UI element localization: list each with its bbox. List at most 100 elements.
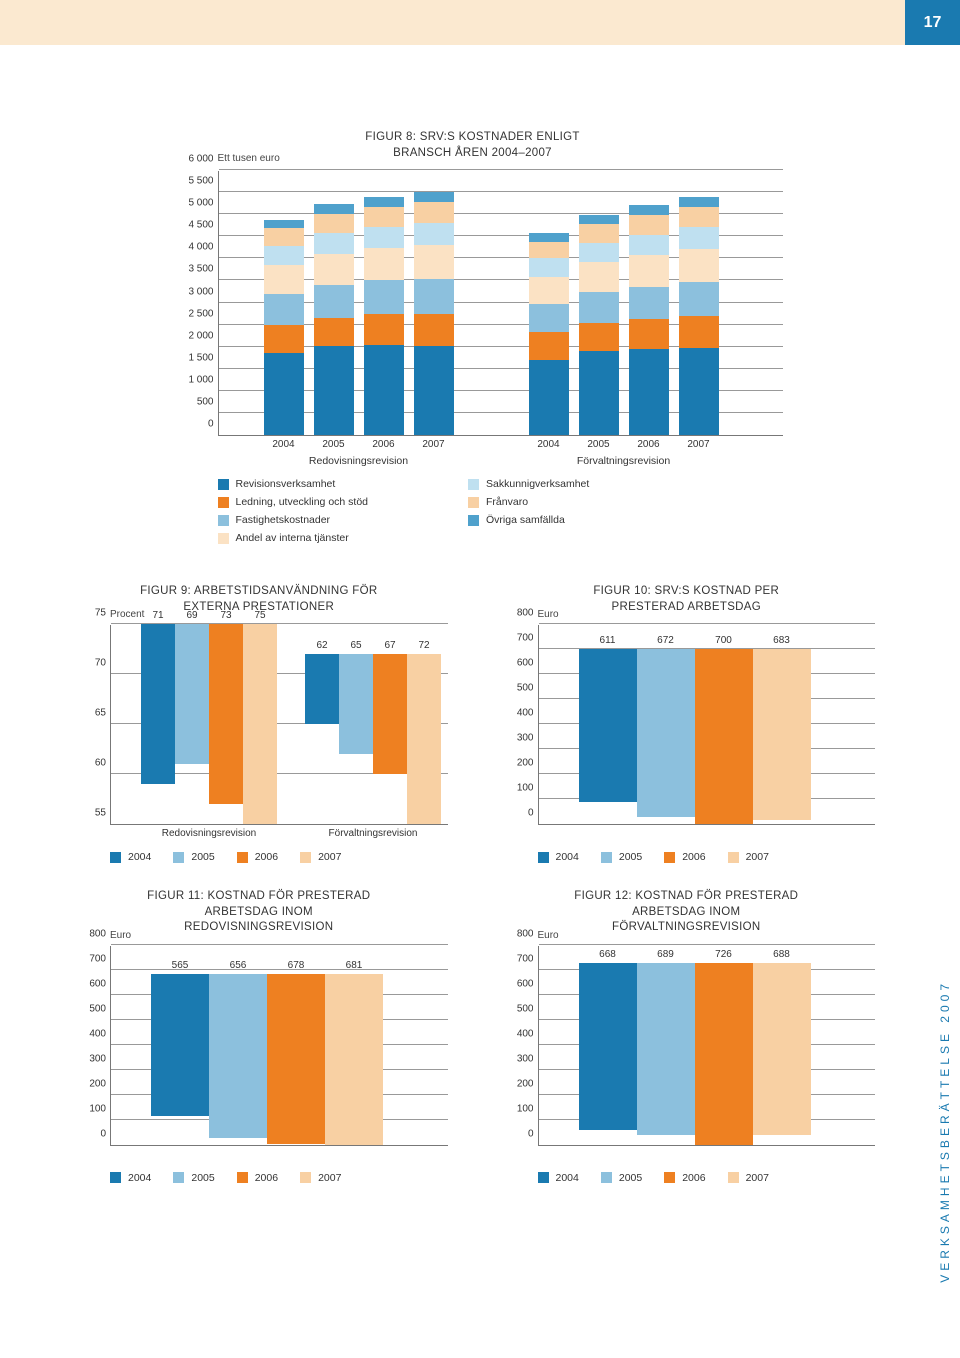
fig8-segment — [679, 197, 719, 207]
fig8-segment — [364, 314, 404, 345]
bar: 75 — [243, 624, 277, 824]
fig8-group: 2004200520062007Förvaltningsrevision — [529, 197, 719, 435]
legend-swatch — [538, 1172, 549, 1183]
fig8-segment — [629, 215, 669, 234]
legend-label: 2005 — [619, 851, 642, 863]
legend-label: 2006 — [255, 1172, 278, 1184]
legend-item: Frånvaro — [468, 496, 589, 508]
fig8-segment — [579, 243, 619, 262]
legend-label: Fastighetskostnader — [236, 514, 331, 526]
fig8-ytick: 500 — [169, 396, 214, 407]
fig11-title-l2: ARBETSDAG INOM — [205, 906, 313, 918]
fig11-legend: 2004 2005 2006 2007 — [110, 1172, 448, 1184]
legend-label: Frånvaro — [486, 496, 528, 508]
legend-swatch — [218, 533, 229, 544]
ytick: 200 — [501, 1078, 534, 1089]
figure-11: FIGUR 11: KOSTNAD FÖR PRESTERAD ARBETSDA… — [70, 889, 448, 1184]
ytick: 500 — [501, 1003, 534, 1014]
fig8-segment — [579, 215, 619, 224]
fig8-segment — [629, 205, 669, 215]
legend-label: 2007 — [318, 1172, 341, 1184]
fig8-title-l2: BRANSCH ÅREN 2004–2007 — [393, 147, 552, 159]
fig8-gridline — [219, 169, 783, 170]
legend-swatch — [664, 1172, 675, 1183]
legend-swatch — [601, 852, 612, 863]
legend-item: 2007 — [728, 1172, 769, 1184]
ytick: 200 — [73, 1078, 106, 1089]
ytick: 0 — [501, 808, 534, 819]
fig8-segment — [629, 287, 669, 319]
fig8-segment — [264, 228, 304, 245]
fig8-segment — [364, 345, 404, 436]
gridline — [539, 623, 876, 624]
ytick: 60 — [73, 758, 106, 769]
legend-swatch — [218, 515, 229, 526]
legend-item: Sakkunnigverksamhet — [468, 478, 589, 490]
fig8-segment — [364, 197, 404, 207]
figure-9: FIGUR 9: ARBETSTIDSANVÄNDNING FÖR EXTERN… — [70, 584, 448, 863]
bar-value: 726 — [695, 949, 753, 960]
legend-item: 2004 — [110, 1172, 151, 1184]
ytick: 800 — [501, 608, 534, 619]
bar: 62 — [305, 654, 339, 724]
fig8-segment — [679, 316, 719, 348]
legend-label: 2005 — [619, 1172, 642, 1184]
fig8-year-label: 2007 — [414, 439, 454, 450]
fig8-segment — [679, 249, 719, 283]
fig8-segment — [414, 279, 454, 313]
fig8-year-label: 2006 — [364, 439, 404, 450]
legend-item: 2007 — [300, 1172, 341, 1184]
bar-value: 668 — [579, 949, 637, 960]
ytick: 800 — [73, 928, 106, 939]
fig8-segment — [314, 285, 354, 317]
fig8-segment — [529, 242, 569, 258]
fig8-yaxis-title: Ett tusen euro — [218, 153, 280, 164]
bar-value: 656 — [209, 960, 267, 971]
ytick: 700 — [501, 633, 534, 644]
fig8-ytick: 4 500 — [169, 220, 214, 231]
fig8-bar: 2004 — [529, 197, 569, 435]
bar: 611 — [579, 649, 637, 802]
fig11-yaxis-title: Euro — [110, 930, 131, 941]
ytick: 300 — [501, 733, 534, 744]
fig8-segment — [314, 214, 354, 233]
ytick: 70 — [73, 658, 106, 669]
fig9-plot: 556065707571697375Redovisningsrevision62… — [110, 625, 448, 825]
legend-item: 2005 — [173, 1172, 214, 1184]
ytick: 200 — [501, 758, 534, 769]
fig8-segment — [679, 207, 719, 227]
fig8-year-label: 2004 — [529, 439, 569, 450]
fig8-segment — [529, 258, 569, 277]
gridline — [539, 944, 876, 945]
legend-label: 2004 — [128, 851, 151, 863]
fig8-segment — [414, 202, 454, 223]
bar-value: 62 — [305, 640, 339, 651]
fig8-bar: 2004 — [264, 192, 304, 435]
legend-swatch — [173, 1172, 184, 1183]
fig8-ytick: 1 000 — [169, 374, 214, 385]
fig8-segment — [629, 235, 669, 255]
legend-label: 2005 — [191, 1172, 214, 1184]
bar-value: 65 — [339, 640, 373, 651]
fig8-segment — [364, 248, 404, 281]
legend-item: Fastighetskostnader — [218, 514, 369, 526]
bar-group: 668689726688 — [579, 963, 811, 1145]
group-label: Redovisningsrevision — [141, 828, 277, 839]
fig8-segment — [364, 207, 404, 227]
legend-item: 2006 — [664, 1172, 705, 1184]
ytick: 65 — [73, 708, 106, 719]
ytick: 100 — [501, 1103, 534, 1114]
fig8-title-l1: FIGUR 8: SRV:S KOSTNADER ENLIGT — [365, 131, 579, 143]
fig8-year-label: 2005 — [314, 439, 354, 450]
fig8-segment — [264, 294, 304, 325]
ytick: 400 — [501, 1028, 534, 1039]
bar: 681 — [325, 974, 383, 1144]
bar-value: 71 — [141, 610, 175, 621]
fig11-plot: 0100200300400500600700800565656678681 — [110, 946, 448, 1146]
ytick: 55 — [73, 808, 106, 819]
row-fig9-fig10: FIGUR 9: ARBETSTIDSANVÄNDNING FÖR EXTERN… — [70, 584, 875, 863]
ytick: 700 — [501, 953, 534, 964]
content: FIGUR 8: SRV:S KOSTNADER ENLIGT BRANSCH … — [0, 60, 895, 1204]
legend-swatch — [218, 497, 229, 508]
fig8-ytick: 4 000 — [169, 242, 214, 253]
